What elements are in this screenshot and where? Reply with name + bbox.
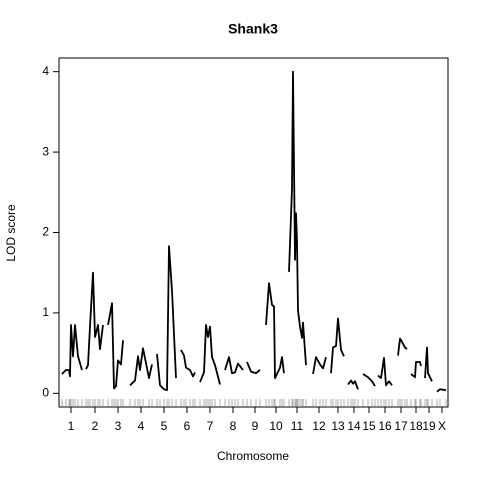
x-tick-label: 4 [138,419,145,433]
x-tick-label: 3 [115,419,122,433]
y-tick-label: 1 [42,305,49,319]
y-tick-label: 3 [42,144,49,158]
x-tick-label: 13 [331,419,345,433]
x-tick-label: 1 [68,419,75,433]
x-tick-label: 16 [378,419,392,433]
x-tick-label: 12 [312,419,326,433]
y-tick-label: 4 [42,64,49,78]
y-tick-label: 2 [42,225,49,239]
chart-title: Shank3 [228,21,278,37]
lod-line [61,70,447,393]
x-tick-label: 19 [422,419,436,433]
x-tick-label: 15 [362,419,376,433]
x-tick-label: 2 [92,419,99,433]
x-tick-label: 11 [291,419,304,433]
x-tick-label: 8 [230,419,237,433]
x-tick-label: 17 [394,419,408,433]
x-axis-label: Chromosome [217,449,289,463]
x-tick-label: 10 [269,419,283,433]
y-axis-label: LOD score [4,204,18,262]
x-tick-label: 14 [347,419,361,433]
x-tick-label: 7 [207,419,214,433]
x-tick-label: 5 [161,419,168,433]
x-tick-label: X [438,419,446,433]
x-tick-label: 6 [184,419,191,433]
x-tick-label: 18 [409,419,423,433]
plot-frame [58,57,449,408]
x-tick-label: 9 [252,419,259,433]
y-tick-label: 0 [42,386,49,400]
